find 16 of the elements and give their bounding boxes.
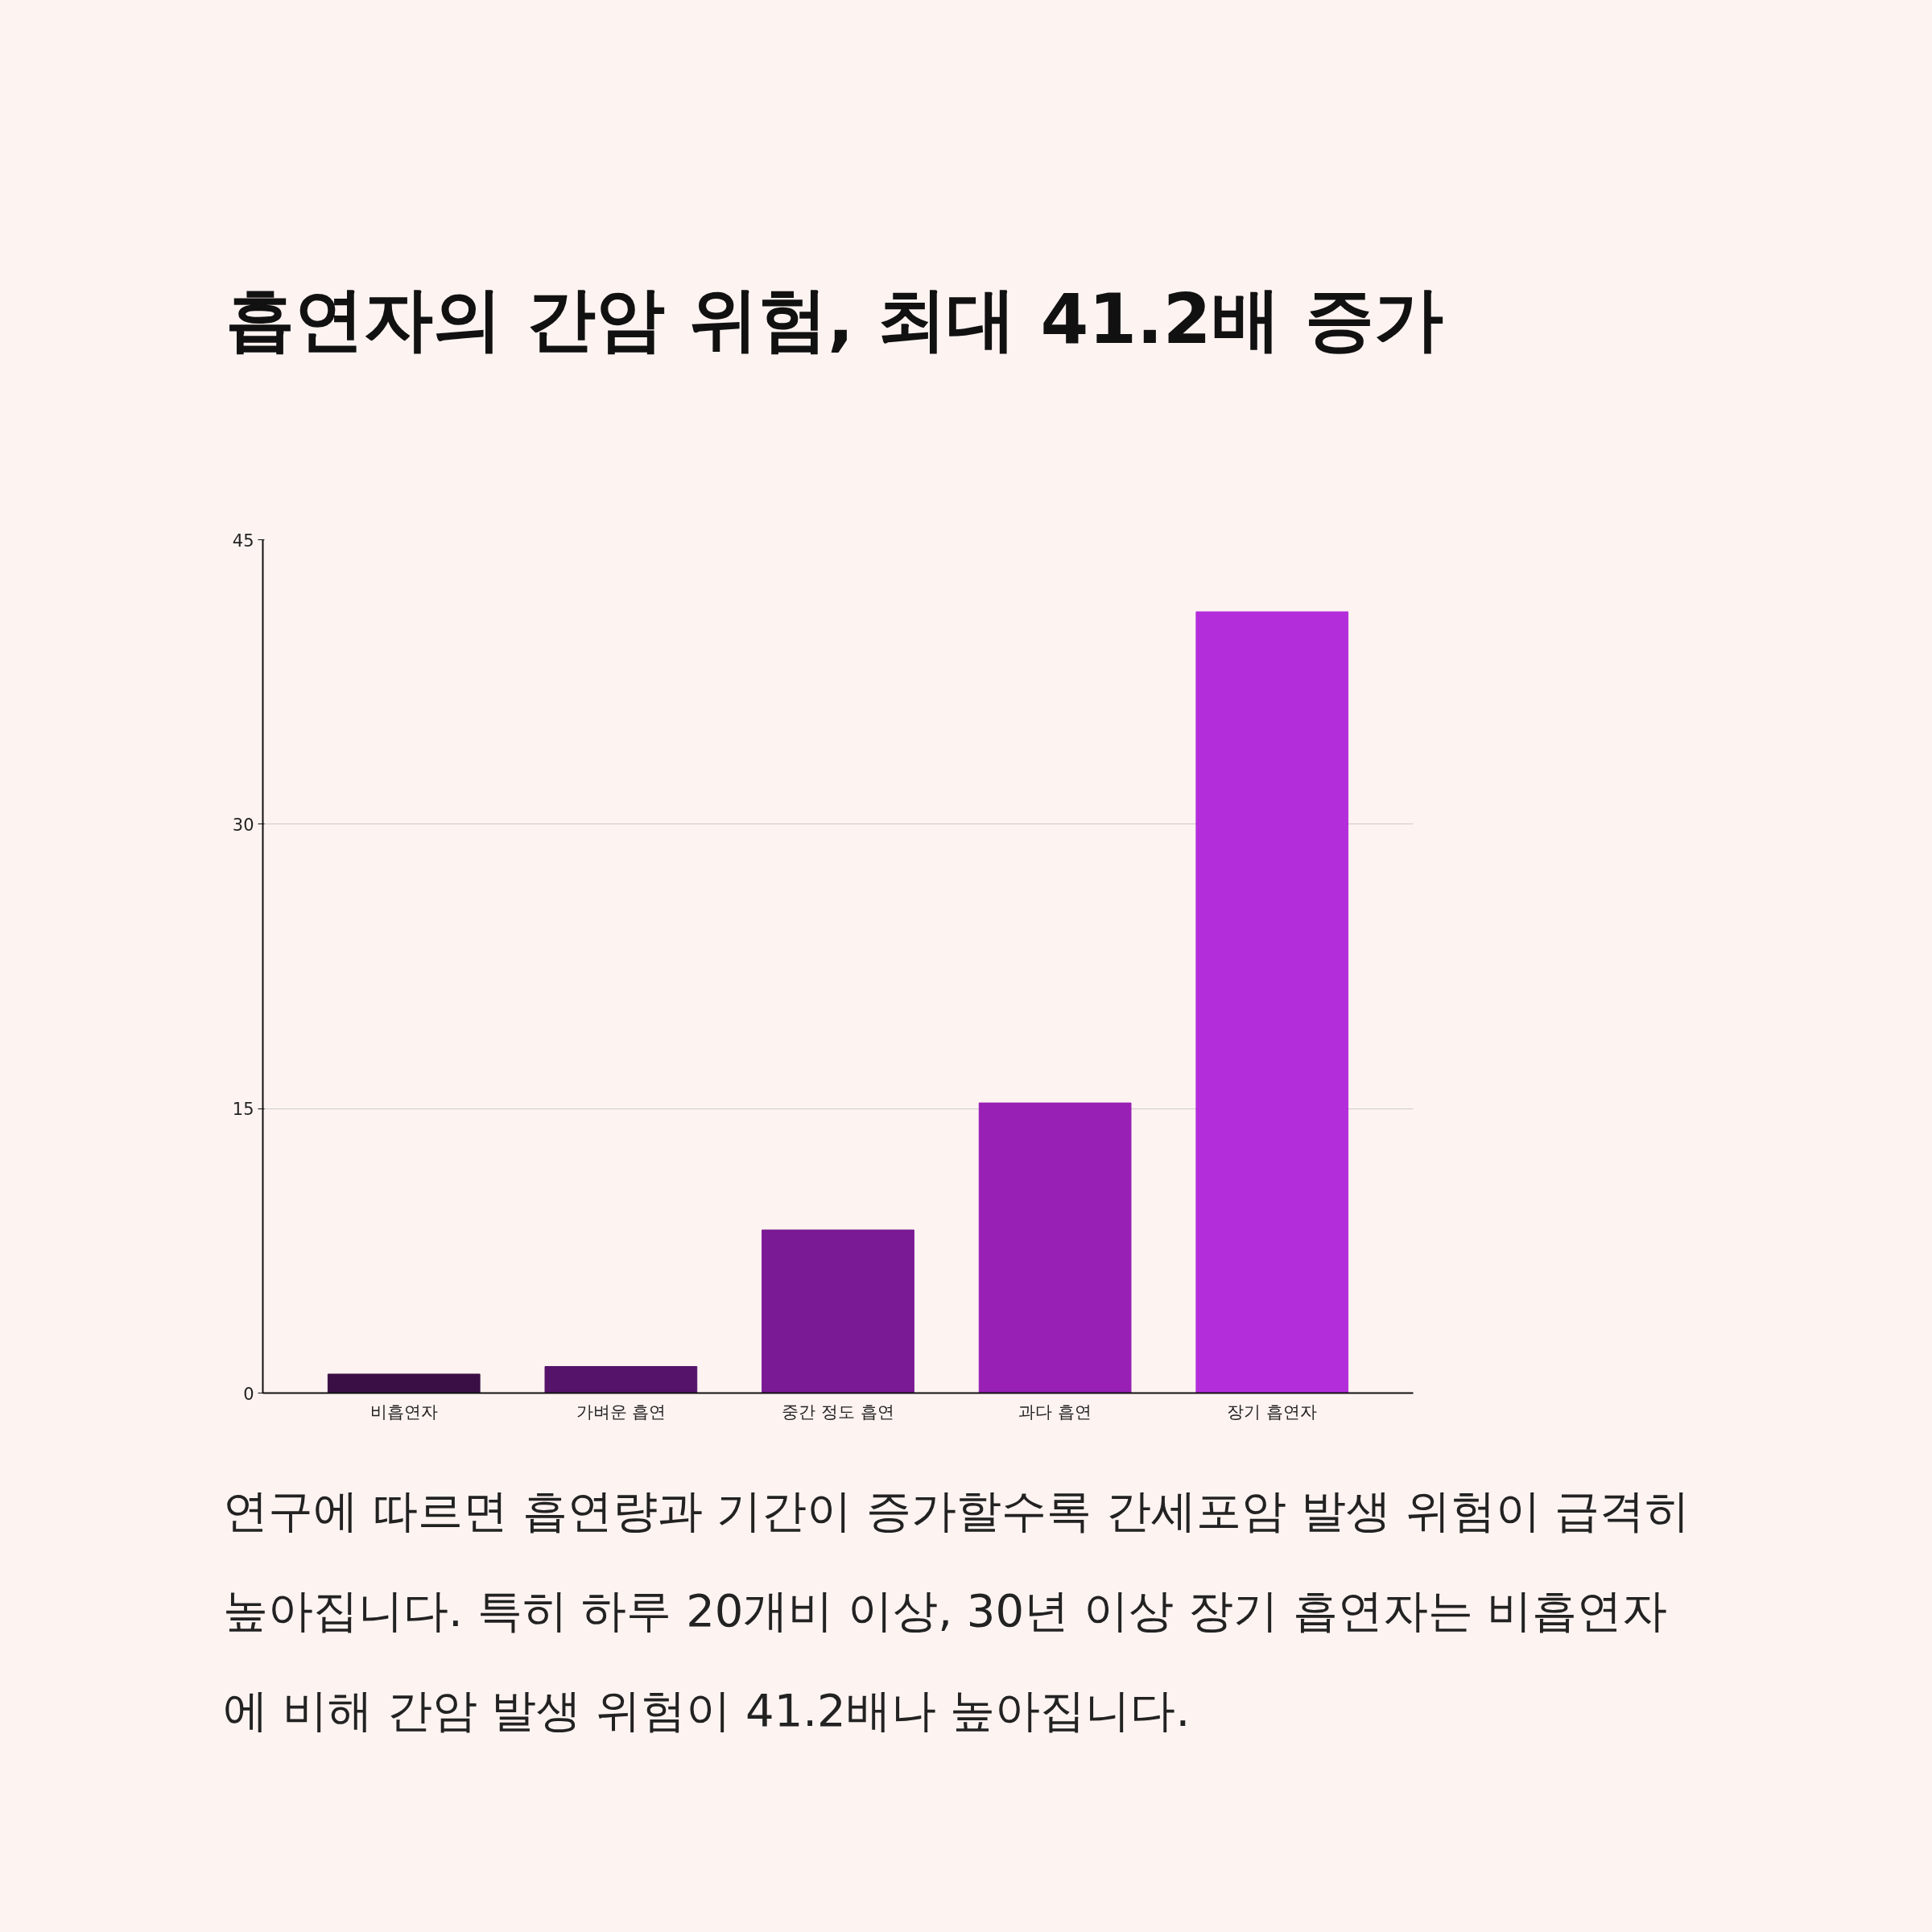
x-tick-label: 과다 흡연 xyxy=(1018,1402,1092,1422)
x-tick-label: 중간 정도 흡연 xyxy=(782,1402,894,1422)
y-tick-label: 45 xyxy=(232,530,254,551)
bar xyxy=(1195,611,1349,1393)
y-tick-label: 30 xyxy=(232,815,254,835)
y-tick-label: 15 xyxy=(232,1100,254,1120)
bar xyxy=(762,1229,914,1393)
bar xyxy=(978,1102,1132,1393)
x-tick-label: 장기 흡연자 xyxy=(1227,1402,1318,1422)
text: 연구에 따르면 흡연량과 기간이 증가할수록 간세포암 발생 위험이 급격히 높아집니다. 특히 하루 20개비 이상, 30년 이상 장기 흡연자는 비흡연자에 비해 간암 발생 위험이 41.2배나 높아집니다. xyxy=(223,1484,1691,1738)
bar xyxy=(544,1366,698,1393)
y-tick-label: 0 xyxy=(243,1384,254,1404)
bar xyxy=(327,1373,481,1393)
x-tick-label: 가벼운 흡연 xyxy=(576,1402,667,1422)
chart-title: 흡연자의 간암 위험, 최대 41.2배 증가 xyxy=(225,278,1443,361)
x-tick-label: 비흡연자 xyxy=(369,1402,438,1422)
